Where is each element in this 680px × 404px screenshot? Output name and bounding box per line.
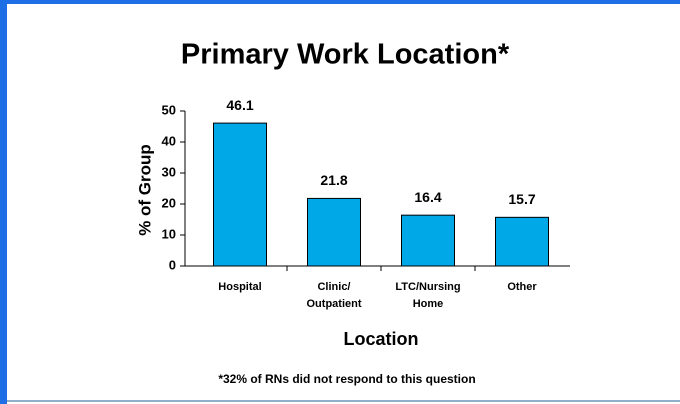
x-tick-label-line: Outpatient (307, 298, 362, 310)
footnote: *32% of RNs did not respond to this ques… (218, 372, 475, 386)
y-axis-label: % of Group (135, 144, 154, 236)
x-tick-label: LTC/Nursing Home (395, 281, 460, 310)
x-tick-label-line: Hospital (218, 281, 261, 293)
bar (307, 197, 361, 267)
x-tick-label: Clinic/Outpatient (307, 281, 362, 310)
x-tick-label-line: Other (507, 281, 537, 293)
x-tick-label-line: Clinic/ (317, 281, 350, 293)
bar (401, 214, 455, 267)
y-tick-label: 40 (162, 133, 176, 148)
x-tick-label-line: LTC/Nursing (395, 281, 460, 293)
data-label: 16.4 (414, 189, 441, 205)
data-label: 46.1 (226, 97, 253, 113)
x-tick-label: Hospital (218, 281, 261, 293)
data-label: 21.8 (320, 172, 347, 188)
chart-title: Primary Work Location* (181, 39, 510, 71)
y-tick-label: 30 (162, 164, 176, 179)
x-tick-label-line: Home (413, 298, 444, 310)
y-tick-label: 20 (162, 195, 176, 210)
x-tick-label: Other (507, 281, 537, 293)
bar (495, 216, 549, 267)
y-tick-label: 50 (162, 102, 176, 117)
y-tick-label: 10 (162, 226, 176, 241)
data-label: 15.7 (508, 191, 535, 207)
frame-top (0, 0, 680, 4)
frame-bottom (7, 400, 680, 402)
y-tick-label: 0 (169, 257, 176, 272)
x-axis-label: Location (344, 329, 419, 349)
frame-left (0, 0, 7, 404)
bar (213, 122, 267, 267)
